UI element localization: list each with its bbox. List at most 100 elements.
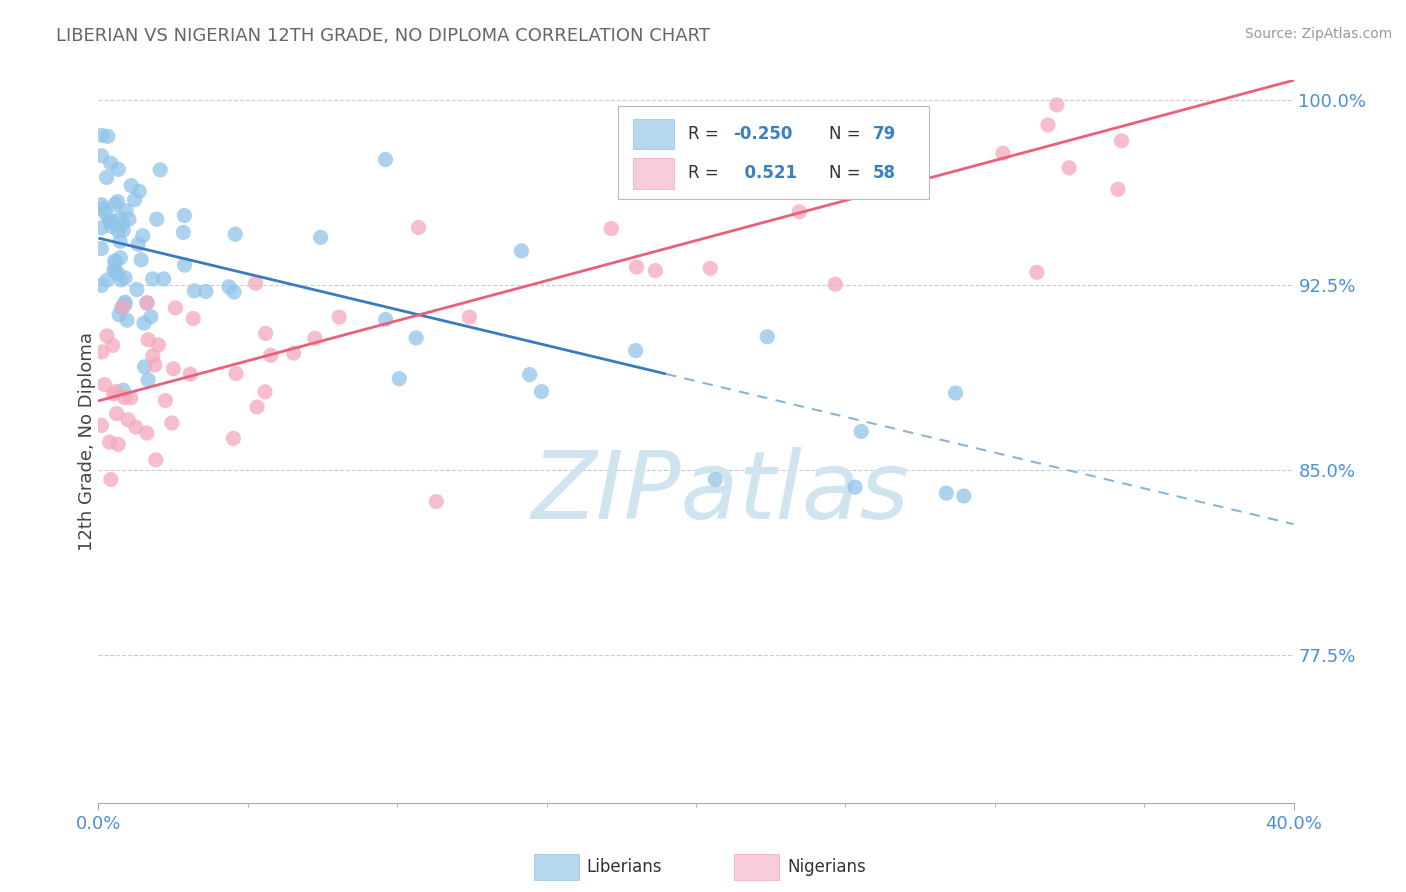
Point xyxy=(756,329,779,343)
Point xyxy=(90,128,112,143)
Point xyxy=(145,453,167,467)
Point xyxy=(90,197,112,211)
Point xyxy=(96,170,118,185)
Point xyxy=(108,211,131,226)
Point xyxy=(132,228,155,243)
Point xyxy=(125,283,148,297)
Point xyxy=(114,270,136,285)
Point xyxy=(225,367,247,381)
Text: N =: N = xyxy=(828,125,866,143)
Point xyxy=(245,277,267,291)
FancyBboxPatch shape xyxy=(633,119,675,149)
Point xyxy=(134,359,156,374)
Point xyxy=(118,212,141,227)
Point xyxy=(152,272,174,286)
Y-axis label: 12th Grade, No Diploma: 12th Grade, No Diploma xyxy=(79,332,96,551)
Point xyxy=(136,373,159,387)
Text: R =: R = xyxy=(688,125,724,143)
Point xyxy=(626,260,648,274)
Point xyxy=(149,162,172,177)
Point xyxy=(408,220,430,235)
Point xyxy=(883,136,905,151)
Point xyxy=(222,431,245,445)
Point xyxy=(125,420,148,434)
Point xyxy=(103,387,125,401)
Point xyxy=(100,156,122,170)
Point xyxy=(135,296,157,310)
Point xyxy=(98,214,121,228)
Point xyxy=(844,480,866,494)
FancyBboxPatch shape xyxy=(633,158,675,189)
Point xyxy=(510,244,533,258)
Point xyxy=(104,197,127,211)
Point xyxy=(374,312,396,326)
Point xyxy=(110,273,132,287)
Point xyxy=(143,358,166,372)
Point xyxy=(96,273,118,287)
Point xyxy=(112,300,135,314)
Point xyxy=(107,224,129,238)
Point xyxy=(824,128,846,142)
Point xyxy=(104,254,127,268)
Point xyxy=(108,235,131,249)
Point xyxy=(93,377,115,392)
Point xyxy=(136,333,159,347)
Point xyxy=(90,220,112,235)
Point xyxy=(124,193,146,207)
Point xyxy=(142,349,165,363)
Text: -0.250: -0.250 xyxy=(733,125,793,143)
Point xyxy=(107,194,129,209)
Text: Nigerians: Nigerians xyxy=(787,858,866,876)
Point xyxy=(101,219,124,234)
Point xyxy=(458,310,481,325)
Point xyxy=(127,237,149,252)
Point xyxy=(1046,98,1069,112)
Point xyxy=(142,272,165,286)
Point xyxy=(388,371,411,385)
Point xyxy=(100,473,122,487)
Point xyxy=(114,297,136,311)
Point xyxy=(600,221,623,235)
Point xyxy=(624,343,647,358)
Point xyxy=(117,413,139,427)
Text: LIBERIAN VS NIGERIAN 12TH GRADE, NO DIPLOMA CORRELATION CHART: LIBERIAN VS NIGERIAN 12TH GRADE, NO DIPL… xyxy=(56,27,710,45)
Point xyxy=(179,368,201,382)
Point xyxy=(644,263,666,277)
Point xyxy=(160,416,183,430)
Point xyxy=(101,338,124,352)
Point xyxy=(115,203,138,218)
Point xyxy=(194,285,217,299)
Point xyxy=(945,386,967,401)
Point xyxy=(772,174,794,188)
Point xyxy=(254,384,277,399)
Text: 0.521: 0.521 xyxy=(733,164,797,183)
Point xyxy=(90,242,112,256)
Point xyxy=(787,205,810,219)
Point xyxy=(991,146,1014,161)
Point xyxy=(97,129,120,144)
Point xyxy=(136,295,159,310)
Point xyxy=(98,435,121,450)
Point xyxy=(104,384,127,399)
Point xyxy=(90,345,112,359)
Point xyxy=(1036,118,1059,132)
Point xyxy=(183,284,205,298)
Point xyxy=(112,391,135,405)
Text: N =: N = xyxy=(828,164,866,183)
Point xyxy=(173,258,195,272)
Point xyxy=(1111,134,1133,148)
Point xyxy=(530,384,553,399)
Point xyxy=(374,153,396,167)
Point xyxy=(704,473,727,487)
Text: 79: 79 xyxy=(873,125,896,143)
Point xyxy=(218,280,240,294)
Point xyxy=(155,393,177,408)
Point xyxy=(93,202,115,216)
Point xyxy=(98,213,121,227)
Point xyxy=(107,162,129,177)
Point xyxy=(120,391,142,405)
Point xyxy=(90,149,112,163)
Point xyxy=(519,368,541,382)
Point xyxy=(103,263,125,277)
Point xyxy=(849,425,872,439)
